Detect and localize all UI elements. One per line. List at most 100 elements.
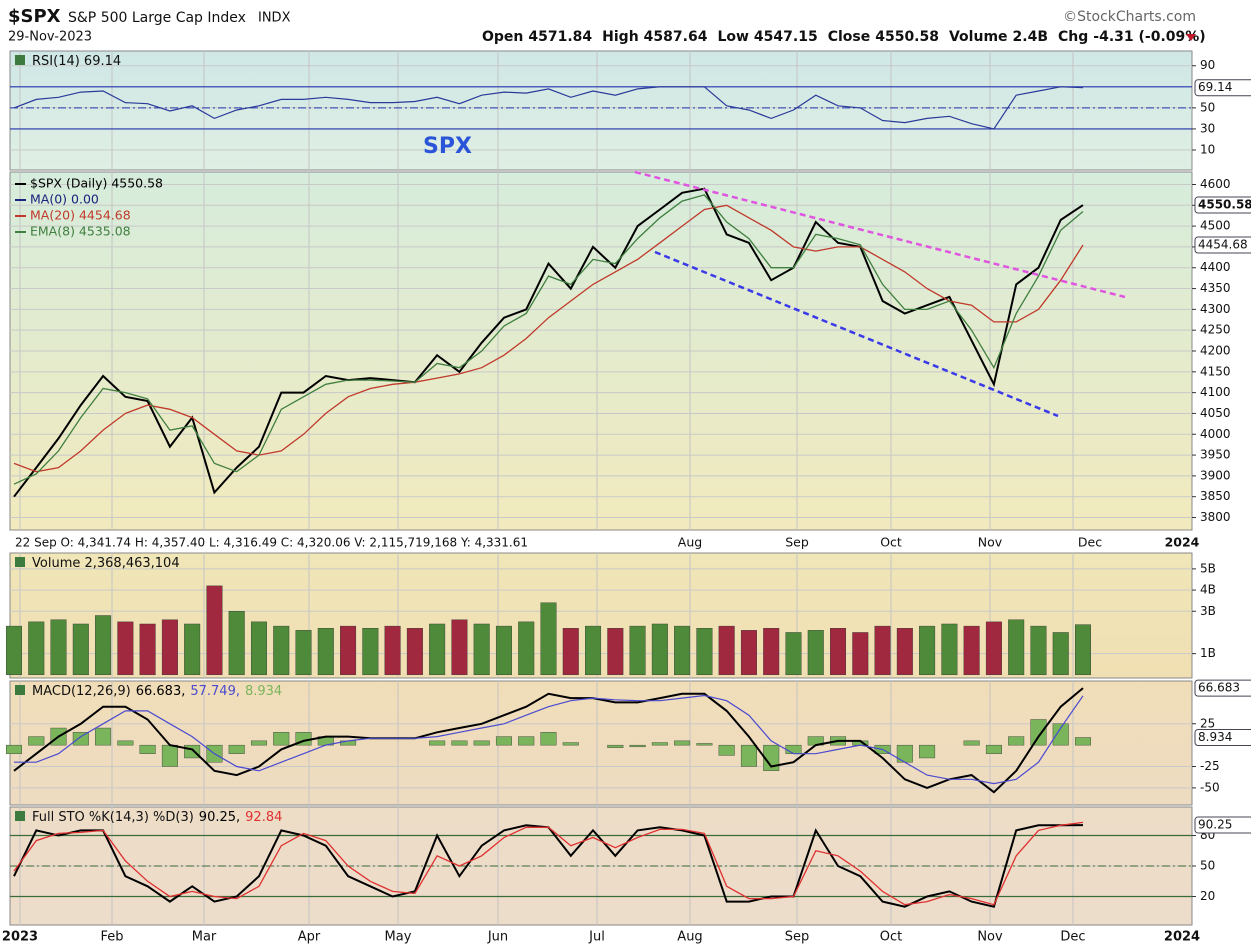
y-tick-label: 4300 [1200, 302, 1231, 316]
month-label: Jun [487, 930, 508, 945]
month-label: 2024 [1165, 535, 1200, 550]
month-label: Dec [1060, 930, 1085, 945]
bar [429, 740, 446, 746]
bar [495, 625, 512, 676]
bar [651, 623, 668, 676]
bar [28, 736, 45, 746]
series-line [13, 687, 1084, 794]
month-label: Mar [192, 930, 217, 945]
bar [72, 623, 89, 676]
bar [985, 621, 1002, 676]
y-tick-label: 4250 [1200, 323, 1231, 337]
y-tick-label: 4350 [1200, 281, 1231, 295]
bar [674, 740, 691, 746]
panel-title: MACD(12,26,9) 66.683, 57.749, 8.934 [32, 684, 282, 699]
legend-value: 57.749, [190, 684, 240, 699]
y-tick-label: 3950 [1200, 448, 1231, 462]
bar [384, 625, 401, 676]
y-tick-label: 3900 [1200, 468, 1231, 482]
y-tick-label: 4000 [1200, 427, 1231, 441]
bar [629, 744, 646, 748]
bar [1008, 736, 1025, 746]
month-label: Jul [588, 930, 605, 945]
y-tick-label: 90 [1200, 58, 1215, 72]
quote-label: Open [482, 29, 523, 45]
y-tick-label: 3800 [1200, 510, 1231, 524]
bar [718, 744, 735, 756]
down-arrow [1186, 34, 1196, 41]
y-tick-label: 50 [1200, 100, 1215, 114]
bar [161, 744, 178, 767]
panel-title-text: MACD(12,26,9) [32, 684, 131, 699]
month-label: Dec [1078, 535, 1102, 550]
bar [406, 628, 423, 676]
y-tick-label: 4150 [1200, 364, 1231, 378]
bar [273, 732, 290, 746]
y-tick-label: 4200 [1200, 344, 1231, 358]
panel-title-text: Volume 2,368,463,104 [32, 556, 180, 571]
bar [473, 623, 490, 676]
bar [740, 744, 757, 767]
bar [250, 621, 267, 676]
bar [1008, 619, 1025, 676]
y-tick-label: 4400 [1200, 260, 1231, 274]
quote-value: 4587.64 [644, 29, 708, 45]
y-tick-label: 5B [1200, 561, 1216, 575]
quote-value: 4550.58 [875, 29, 939, 45]
month-label: Oct [880, 930, 902, 945]
bar [184, 744, 201, 759]
month-label: Sep [785, 930, 810, 945]
month-label: Nov [977, 930, 1003, 945]
panel-title-text: Full STO %K(14,3) %D(3) [32, 810, 194, 825]
quote-label: Volume [949, 29, 1008, 45]
bar [451, 740, 468, 746]
legend-value: 66.683, [136, 684, 186, 699]
quote-label: Chg [1058, 29, 1088, 45]
bar [1075, 624, 1091, 676]
bar [540, 732, 557, 746]
legend-label: MA(0) 0.00 [30, 192, 99, 207]
annotation: SPX [423, 134, 472, 159]
month-label: 2023 [2, 930, 38, 945]
bar [72, 732, 89, 746]
bar [696, 628, 713, 676]
bar [184, 623, 201, 676]
bar [95, 615, 112, 676]
bar [473, 740, 490, 746]
month-label: Feb [100, 930, 123, 945]
bar [228, 611, 245, 676]
bar [740, 630, 757, 676]
bar [95, 727, 112, 746]
bar [6, 744, 22, 754]
bar [273, 625, 290, 676]
panel-title: Volume 2,368,463,104 [32, 556, 180, 571]
series-line [13, 86, 1084, 130]
value-box [1194, 236, 1251, 254]
y-tick-label: 3850 [1200, 489, 1231, 503]
legend-value: 92.84 [245, 810, 282, 825]
bar [206, 585, 223, 676]
legend-value: 90.25, [199, 810, 240, 825]
bar [28, 621, 45, 676]
bar [763, 744, 780, 771]
panel-title: RSI(14) 69.14 [32, 54, 121, 69]
bar [830, 628, 847, 676]
exchange: INDX [258, 11, 291, 26]
bar [785, 632, 802, 676]
value-box [1194, 196, 1251, 214]
quote-label: High [602, 29, 639, 45]
bar [518, 621, 535, 676]
bar [1075, 737, 1091, 746]
bar [985, 744, 1002, 754]
y-tick-label: -25 [1200, 759, 1220, 773]
quote-value: -4.31 (-0.09%) [1093, 29, 1205, 45]
panel-title-text: RSI(14) 69.14 [32, 54, 121, 69]
bar [562, 628, 579, 676]
legend-label: EMA(8) 4535.08 [30, 224, 131, 239]
legend-icon [15, 557, 25, 567]
legend-icon [15, 685, 25, 695]
bar [896, 628, 913, 676]
bar [585, 625, 602, 676]
value-box-label: 90.25 [1198, 818, 1232, 832]
